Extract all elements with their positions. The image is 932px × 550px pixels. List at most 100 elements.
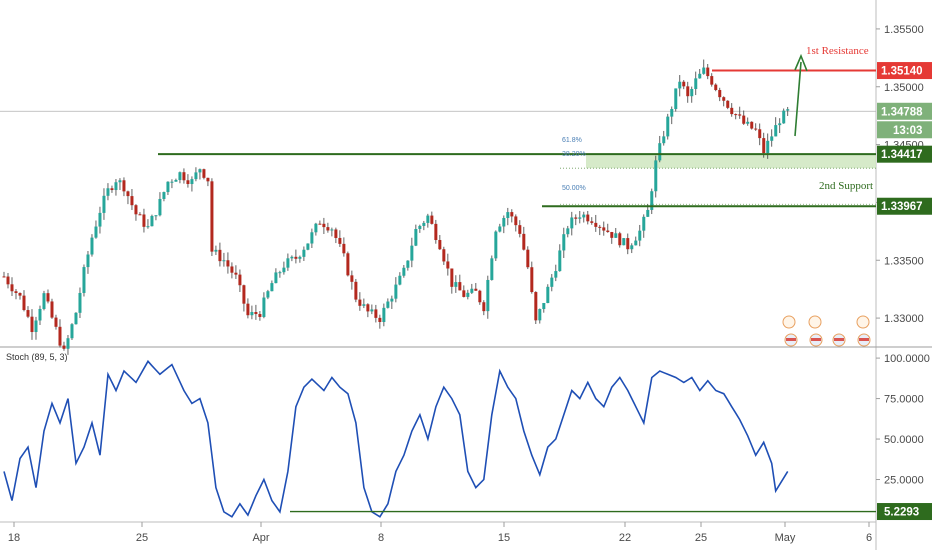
candle-body bbox=[634, 240, 638, 246]
candle-body bbox=[738, 114, 742, 116]
candle-body bbox=[190, 179, 194, 185]
current-price-tag: 1.34788 13:03 bbox=[877, 102, 932, 139]
candle-body bbox=[382, 307, 386, 322]
stoch-axis[interactable]: 100.0000 75.0000 50.0000 25.0000 bbox=[876, 353, 930, 487]
stoch-tick-label: 25.0000 bbox=[884, 475, 924, 487]
candle-body bbox=[122, 180, 126, 192]
arrow-shaft bbox=[794, 61, 802, 137]
candle-body bbox=[450, 268, 454, 287]
candle-body bbox=[214, 249, 218, 252]
candle-body bbox=[58, 326, 62, 346]
candle-body bbox=[118, 180, 122, 183]
candle-body bbox=[694, 78, 698, 90]
candle-body bbox=[26, 310, 30, 317]
candle-body bbox=[438, 240, 442, 250]
candle-body bbox=[254, 312, 258, 315]
candle-body bbox=[646, 209, 650, 217]
candle-body bbox=[406, 260, 410, 268]
candle-body bbox=[526, 249, 530, 268]
candle-body bbox=[522, 233, 526, 250]
candle-body bbox=[54, 317, 58, 327]
event-icons[interactable] bbox=[782, 315, 871, 347]
candle-body bbox=[442, 249, 446, 262]
candle-body bbox=[170, 181, 174, 183]
candle-body bbox=[82, 267, 86, 293]
candle-body bbox=[158, 198, 162, 216]
candle-body bbox=[782, 110, 786, 124]
candle-body bbox=[250, 312, 254, 316]
time-tick-label: 15 bbox=[498, 532, 510, 544]
candle-body bbox=[314, 223, 318, 233]
price-tick-label: 1.33500 bbox=[884, 255, 924, 267]
candle-body bbox=[582, 214, 586, 218]
candle-body bbox=[698, 73, 702, 79]
candle-body bbox=[590, 221, 594, 223]
candle-body bbox=[722, 97, 726, 101]
candle-body bbox=[514, 216, 518, 226]
indicator-title[interactable]: Stoch (89, 5, 3) bbox=[6, 352, 68, 362]
candle-body bbox=[242, 285, 246, 304]
candle-body bbox=[434, 223, 438, 241]
event-flag-icon[interactable] bbox=[832, 333, 846, 347]
event-flag-icon[interactable] bbox=[808, 315, 823, 347]
candle-body bbox=[454, 282, 458, 287]
candle-body bbox=[690, 89, 694, 97]
countdown-tag-text: 13:03 bbox=[893, 125, 922, 137]
candle-body bbox=[474, 288, 478, 291]
support2-tag: 1.33967 bbox=[877, 197, 932, 215]
candle-body bbox=[750, 121, 754, 129]
candle-body bbox=[78, 292, 82, 313]
candle-body bbox=[530, 267, 534, 293]
candle-body bbox=[346, 253, 350, 276]
current-price-tag-text: 1.34788 bbox=[881, 106, 923, 118]
candle-body bbox=[270, 283, 274, 292]
candle-body bbox=[86, 254, 90, 268]
candle-body bbox=[466, 292, 470, 297]
candle-body bbox=[226, 260, 230, 267]
candle-body bbox=[350, 275, 354, 282]
candle-body bbox=[570, 217, 574, 229]
candle-body bbox=[546, 286, 550, 303]
candle-body bbox=[542, 302, 546, 310]
candle-body bbox=[650, 191, 654, 210]
candle-body bbox=[678, 81, 682, 89]
candle-body bbox=[262, 297, 266, 317]
candle-body bbox=[726, 100, 730, 108]
candle-body bbox=[234, 272, 238, 275]
candle-body bbox=[358, 299, 362, 306]
candle-body bbox=[342, 243, 346, 254]
candle-body bbox=[50, 301, 54, 318]
candle-body bbox=[786, 109, 790, 111]
price-tick-label: 1.33000 bbox=[884, 313, 924, 325]
time-tick-label: 6 bbox=[866, 532, 872, 544]
candle-body bbox=[378, 317, 382, 322]
arrow-head-icon bbox=[794, 53, 808, 72]
candle-body bbox=[778, 123, 782, 126]
candle-body bbox=[566, 228, 570, 235]
stoch-tick-label: 75.0000 bbox=[884, 394, 924, 406]
candle-body bbox=[586, 214, 590, 222]
candle-body bbox=[506, 212, 510, 218]
candle-body bbox=[410, 245, 414, 261]
candle-body bbox=[310, 232, 314, 244]
candle-body bbox=[178, 172, 182, 180]
time-tick-label: 25 bbox=[136, 532, 148, 544]
candle-body bbox=[706, 67, 710, 77]
candle-body bbox=[94, 226, 98, 238]
candle-body bbox=[674, 88, 678, 110]
event-flag-icon[interactable] bbox=[856, 315, 871, 347]
candle-body bbox=[470, 288, 474, 293]
candle-body bbox=[374, 309, 378, 318]
candle-body bbox=[386, 301, 390, 308]
time-axis[interactable]: 18 25 Apr 8 15 22 25 May 6 bbox=[8, 522, 872, 544]
candle-body bbox=[658, 143, 662, 161]
candle-body bbox=[18, 292, 22, 296]
candle-body bbox=[422, 222, 426, 226]
candle-body bbox=[758, 129, 762, 139]
candle-body bbox=[362, 304, 366, 306]
event-flag-icon[interactable] bbox=[782, 315, 798, 347]
target-arrow[interactable] bbox=[794, 53, 808, 137]
candle-body bbox=[710, 76, 714, 85]
candle-body bbox=[90, 237, 94, 255]
